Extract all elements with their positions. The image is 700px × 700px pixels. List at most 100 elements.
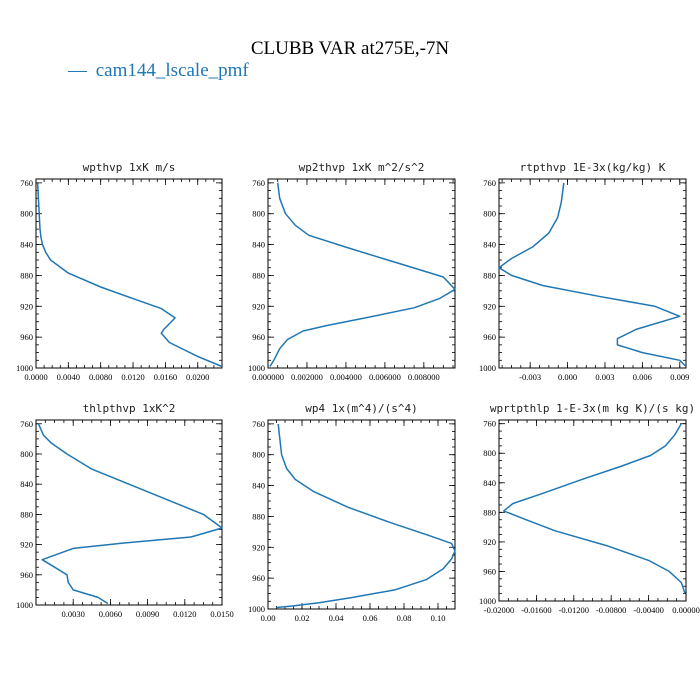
- panel-5: wp4 1x(m^4)/(s^4) 0.00 0.02 0.04 0.06 0.08 0.1…: [248, 402, 456, 623]
- x-tick-label: 0.0120: [121, 372, 144, 382]
- x-tick-label: 0.000000: [252, 372, 284, 382]
- x-tick-label: -0.02000: [484, 605, 514, 615]
- y-tick-label: 840: [483, 478, 496, 488]
- panel-title: thlpthvp 1xK^2: [83, 402, 176, 415]
- x-tick-label: 0.004000: [330, 372, 362, 382]
- x-tick-label: -0.01600: [521, 605, 551, 615]
- y-tick-label: 840: [20, 479, 33, 489]
- y-tick-label: 960: [20, 570, 33, 580]
- x-tick-label: 0.006: [633, 372, 652, 382]
- y-tick-label: 840: [20, 240, 33, 250]
- y-tick-label: 800: [483, 209, 496, 219]
- x-tick-label: 0.0060: [99, 609, 122, 619]
- panel-3: rtpthvp 1E-3x(kg/kg) K -0.003 0.000 0.003 0.…: [479, 161, 689, 382]
- y-tick-label: 760: [20, 178, 33, 188]
- y-tick-label: 960: [252, 573, 265, 583]
- y-tick-label: 880: [20, 509, 33, 519]
- y-tick-label: 1000: [248, 604, 265, 614]
- plot-frame: [267, 419, 456, 610]
- panel-6: wprtpthlp 1-E-3x(m kg K)/(s kg)-0.02000-…: [479, 402, 700, 615]
- panel-4: thlpthvp 1xK^2 0.0030 0.0060 0.0090 0.0120 0.…: [16, 402, 234, 619]
- panel-title: wpthvp 1xK m/s: [83, 161, 176, 174]
- y-tick-label: 800: [252, 209, 265, 219]
- legend-entry: — cam144_lscale_pmf: [67, 60, 249, 81]
- series-line: [502, 423, 686, 594]
- y-tick-label: 840: [252, 481, 265, 491]
- x-tick-label: 0.04: [329, 613, 345, 623]
- y-tick-label: 760: [252, 178, 265, 188]
- y-tick-label: 1000: [16, 363, 33, 373]
- y-tick-label: 800: [483, 448, 496, 458]
- y-tick-label: 800: [20, 449, 33, 459]
- y-tick-label: 1000: [248, 363, 265, 373]
- y-tick-label: 920: [483, 537, 496, 547]
- panel-2: wp2thvp 1xK m^2/s^2 0.000000 0.002000 0.004…: [248, 161, 456, 382]
- x-tick-label: 0.00000: [672, 605, 700, 615]
- x-tick-label: 0.08: [397, 613, 412, 623]
- series-line: [269, 182, 456, 367]
- y-tick-label: 920: [483, 301, 496, 311]
- panel-title: wp2thvp 1xK m^2/s^2: [299, 161, 425, 174]
- x-tick-label: -0.00800: [596, 605, 626, 615]
- x-tick-label: 0.10: [431, 613, 446, 623]
- panel-title: rtpthvp 1E-3x(kg/kg) K: [520, 161, 666, 174]
- x-tick-label: 0.0120: [173, 609, 196, 619]
- y-tick-label: 760: [252, 419, 265, 429]
- series-line: [37, 423, 223, 605]
- x-tick-label: -0.00400: [633, 605, 663, 615]
- y-tick-label: 960: [483, 332, 496, 342]
- y-tick-label: 960: [483, 566, 496, 576]
- x-tick-label: 0.0080: [89, 372, 112, 382]
- y-tick-label: 920: [252, 542, 265, 552]
- plot-frame: [498, 178, 687, 369]
- x-tick-label: -0.003: [519, 372, 541, 382]
- legend-label: cam144_lscale_pmf: [96, 60, 250, 81]
- y-tick-label: 960: [252, 332, 265, 342]
- x-tick-label: 0.0040: [57, 372, 80, 382]
- y-tick-label: 760: [483, 178, 496, 188]
- x-tick-label: 0.0030: [62, 609, 85, 619]
- y-tick-label: 880: [252, 270, 265, 280]
- x-tick-label: 0.006000: [369, 372, 401, 382]
- y-tick-label: 880: [483, 507, 496, 517]
- plot-frame: [35, 178, 223, 369]
- x-tick-label: 0.00: [261, 613, 276, 623]
- series-line: [498, 182, 687, 368]
- y-tick-label: 840: [252, 240, 265, 250]
- x-tick-label: 0.0150: [210, 609, 233, 619]
- x-tick-label: 0.02: [295, 613, 310, 623]
- x-tick-label: 0.0160: [154, 372, 177, 382]
- x-tick-label: 0.008000: [408, 372, 440, 382]
- plot-frame: [35, 419, 223, 606]
- y-tick-label: 960: [20, 332, 33, 342]
- plot-frame: [498, 419, 687, 602]
- x-tick-label: 0.0090: [136, 609, 159, 619]
- plot-frame: [267, 178, 456, 369]
- y-tick-label: 800: [252, 450, 265, 460]
- x-tick-label: 0.009: [670, 372, 689, 382]
- x-tick-label: 0.000: [558, 372, 577, 382]
- y-tick-label: 880: [20, 270, 33, 280]
- y-tick-label: 760: [20, 419, 33, 429]
- y-tick-label: 920: [252, 301, 265, 311]
- y-tick-label: 760: [483, 419, 496, 429]
- series-line: [36, 182, 223, 368]
- x-tick-label: 0.003: [595, 372, 614, 382]
- x-tick-label: 0.002000: [291, 372, 323, 382]
- y-tick-label: 1000: [479, 596, 496, 606]
- figure-title: CLUBB VAR at275E,-7N: [251, 38, 450, 59]
- y-tick-label: 1000: [479, 363, 496, 373]
- panel-1: wpthvp 1xK m/s 0.0000 0.0040 0.0080 0.0120 0.…: [16, 161, 223, 382]
- legend-marker: —: [67, 60, 88, 81]
- panels-grid: wpthvp 1xK m/s 0.0000 0.0040 0.0080 0.0120 0.…: [16, 161, 700, 623]
- panel-title: wprtpthlp 1-E-3x(m kg K)/(s kg): [490, 402, 695, 415]
- x-tick-label: -0.01200: [559, 605, 589, 615]
- y-tick-label: 920: [20, 540, 33, 550]
- x-tick-label: 0.0200: [186, 372, 209, 382]
- y-tick-label: 840: [483, 240, 496, 250]
- panel-title: wp4 1x(m^4)/(s^4): [305, 402, 418, 415]
- y-tick-label: 920: [20, 301, 33, 311]
- x-tick-label: 0.06: [363, 613, 378, 623]
- y-tick-label: 1000: [16, 600, 33, 610]
